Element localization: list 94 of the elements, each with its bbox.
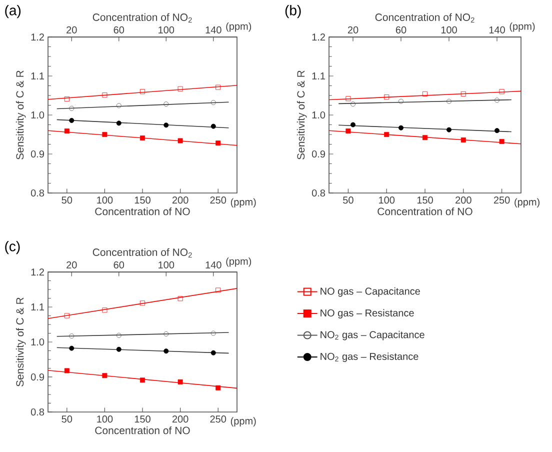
x-tick-label: 100 bbox=[97, 416, 113, 423]
x2-tick-label: 100 bbox=[441, 26, 457, 34]
x2-tick-label: 20 bbox=[66, 261, 77, 268]
point bbox=[216, 385, 221, 390]
legend-label: NO gas – Resistance bbox=[320, 309, 414, 318]
y-axis-title: Sensitivity of C & R bbox=[16, 70, 26, 160]
point bbox=[384, 132, 390, 137]
point bbox=[178, 379, 183, 384]
y-tick-label: 0.9 bbox=[312, 150, 326, 158]
text: (ppm) bbox=[510, 22, 535, 32]
x-tick-label: 100 bbox=[97, 196, 113, 204]
point bbox=[216, 288, 221, 293]
x-tick-label: 50 bbox=[62, 196, 72, 204]
text: (ppm) bbox=[514, 198, 540, 208]
x-axis-title: Concentration of NO bbox=[95, 426, 190, 434]
text: (ppm) bbox=[226, 257, 252, 267]
y-tick-label: 1.1 bbox=[31, 304, 44, 310]
text: (ppm) bbox=[230, 198, 256, 208]
y-tick-label: 1.0 bbox=[31, 338, 44, 346]
chart-title: (a) bbox=[5, 5, 21, 18]
point bbox=[460, 91, 466, 96]
x-tick-label: 200 bbox=[172, 416, 188, 423]
point bbox=[64, 128, 70, 134]
x-tick-label: 250 bbox=[210, 416, 226, 423]
y-tick-label: 0.8 bbox=[312, 189, 326, 197]
y-tick-label: 1.0 bbox=[31, 111, 44, 119]
x-tick-label: 50 bbox=[343, 196, 354, 204]
y-tick-label: 1.2 bbox=[31, 268, 44, 276]
point bbox=[499, 139, 504, 144]
y-axis-title: Sensitivity of C & R bbox=[16, 298, 26, 386]
x2-tick-label: 100 bbox=[158, 26, 174, 34]
x-tick-label: 250 bbox=[210, 196, 226, 204]
y-tick-label: 0.9 bbox=[30, 373, 44, 381]
point bbox=[216, 140, 221, 146]
text: (ppm) bbox=[230, 417, 256, 426]
x2-tick-label: 20 bbox=[66, 26, 77, 34]
y-tick-label: 1.1 bbox=[31, 72, 44, 80]
point bbox=[64, 96, 70, 102]
x-tick-label: 200 bbox=[456, 196, 472, 204]
point bbox=[140, 136, 146, 140]
x2-tick-label: 140 bbox=[489, 26, 505, 34]
point bbox=[102, 308, 108, 313]
point bbox=[102, 373, 108, 378]
y-tick-label: 1.1 bbox=[312, 72, 325, 80]
x-tick-label: 100 bbox=[379, 196, 395, 204]
x-tick-label: 150 bbox=[134, 196, 150, 204]
point bbox=[460, 137, 466, 142]
point bbox=[178, 86, 183, 92]
legend-label: NO$_{2}$ gas – Capacitance bbox=[320, 330, 424, 340]
x2-tick-label: 60 bbox=[114, 26, 124, 34]
x2-axis-title: Concentration of NO$_{2}$ bbox=[375, 13, 474, 23]
x-tick-label: 150 bbox=[134, 416, 150, 423]
chart-title: (b) bbox=[285, 5, 301, 18]
x2-tick-label: 60 bbox=[396, 26, 406, 34]
point bbox=[140, 89, 146, 94]
legend-label: NO$_{2}$ gas – Resistance bbox=[320, 352, 418, 362]
point bbox=[422, 135, 428, 140]
x-tick-label: 200 bbox=[172, 196, 188, 204]
x-tick-label: 150 bbox=[417, 196, 433, 204]
x2-tick-label: 20 bbox=[348, 26, 358, 34]
x-axis-title: Concentration of NO bbox=[378, 207, 472, 216]
y-tick-label: 0.8 bbox=[30, 189, 44, 197]
text: (ppm) bbox=[226, 22, 252, 32]
x-tick-label: 250 bbox=[494, 196, 510, 204]
point bbox=[102, 132, 108, 137]
point bbox=[64, 368, 70, 374]
x2-tick-label: 140 bbox=[206, 26, 222, 34]
y-tick-label: 0.9 bbox=[30, 150, 44, 158]
y-tick-label: 1.2 bbox=[31, 34, 44, 40]
y-axis-title: Sensitivity of C & R bbox=[296, 70, 307, 160]
x2-tick-label: 140 bbox=[206, 261, 222, 268]
point bbox=[178, 138, 183, 144]
y-tick-label: 0.8 bbox=[30, 408, 44, 416]
legend-label: NO gas – Capacitance bbox=[320, 287, 420, 297]
chart-title: (c) bbox=[5, 241, 20, 254]
x-tick-label: 50 bbox=[62, 416, 72, 423]
point bbox=[346, 96, 351, 102]
point bbox=[140, 378, 146, 383]
y-tick-label: 1.0 bbox=[312, 111, 326, 119]
point bbox=[140, 300, 146, 306]
point bbox=[346, 128, 351, 134]
point bbox=[216, 84, 221, 90]
point bbox=[64, 313, 70, 318]
x2-tick-label: 60 bbox=[114, 261, 124, 268]
y-tick-label: 1.2 bbox=[312, 34, 325, 40]
point bbox=[422, 91, 428, 96]
x2-axis-title: Concentration of NO$_{2}$ bbox=[92, 248, 192, 258]
point bbox=[102, 92, 108, 98]
point bbox=[499, 89, 504, 94]
x2-tick-label: 100 bbox=[158, 261, 174, 268]
point bbox=[178, 296, 183, 302]
point bbox=[384, 94, 390, 100]
x-axis-title: Concentration of NO bbox=[95, 207, 190, 216]
x2-axis-title: Concentration of NO$_{2}$ bbox=[92, 13, 192, 23]
